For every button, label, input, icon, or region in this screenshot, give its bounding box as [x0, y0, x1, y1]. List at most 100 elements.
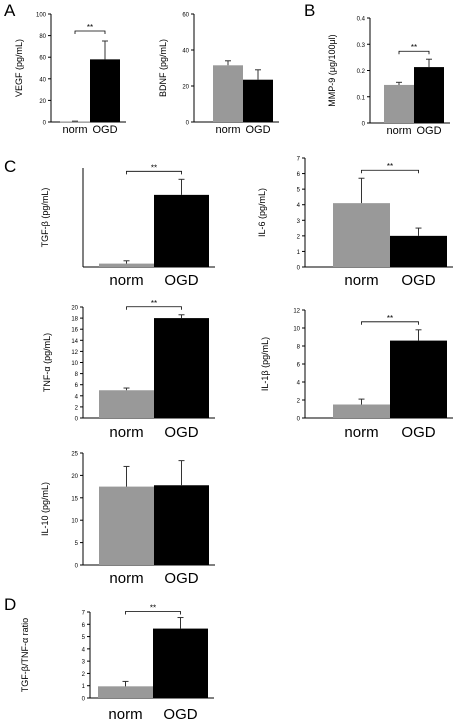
y-tick-label: 5	[75, 541, 79, 547]
category-label-norm: norm	[109, 424, 143, 441]
y-tick-label: 0.4	[357, 17, 366, 23]
y-tick-label: 6	[75, 383, 79, 389]
y-tick-label: 0.2	[357, 69, 366, 75]
bar-ogd	[90, 59, 120, 122]
bar-ogd	[414, 67, 444, 123]
y-tick-label: 5	[297, 188, 301, 194]
panel-letter-c: C	[4, 157, 16, 176]
panel-letter-a: A	[4, 1, 16, 20]
category-label-norm: norm	[109, 272, 143, 289]
y-tick-label: 0	[362, 122, 366, 128]
y-tick-label: 4	[75, 394, 79, 400]
y-tick-label: 12	[293, 309, 300, 315]
y-tick-label: 20	[71, 474, 78, 480]
y-tick-label: 0	[297, 266, 301, 272]
y-tick-label: 8	[75, 372, 79, 378]
category-label-ogd: OGD	[164, 424, 198, 441]
bar-ogd	[243, 79, 273, 122]
y-tick-label: 0.3	[357, 43, 366, 49]
category-label-ogd: OGD	[401, 424, 435, 441]
significance-bracket	[126, 306, 182, 310]
y-tick-label: 10	[71, 361, 78, 367]
significance-marker: **	[387, 314, 393, 323]
y-tick-label: 18	[71, 317, 78, 323]
y-tick-label: 6	[297, 363, 301, 369]
y-tick-label: 8	[297, 345, 301, 351]
y-tick-label: 12	[71, 350, 78, 356]
category-label-ogd: OGD	[416, 125, 441, 137]
significance-bracket	[126, 170, 182, 175]
y-axis-label: TGF-β/TNF-α ratio	[20, 618, 30, 692]
category-label-ogd: OGD	[164, 272, 198, 289]
y-tick-label: 100	[36, 13, 47, 19]
y-tick-label: 0	[186, 121, 190, 127]
y-tick-label: 4	[297, 381, 301, 387]
category-label-norm: norm	[344, 424, 378, 441]
chart-il1b: 0 2 4 6 8 10 12 IL-1β (pg/mL) norm OGD **	[260, 309, 453, 441]
bar-norm	[333, 203, 390, 267]
significance-bracket	[74, 30, 106, 34]
significance-marker: **	[411, 43, 417, 52]
y-axis-label: IL-10 (pg/mL)	[40, 482, 50, 536]
y-axis-label: IL-1β (pg/mL)	[260, 337, 270, 391]
y-tick-label: 16	[71, 328, 78, 334]
bar-norm	[98, 686, 153, 698]
significance-bracket	[361, 321, 419, 325]
y-tick-label: 2	[75, 405, 79, 411]
y-tick-label: 3	[82, 660, 86, 666]
y-tick-label: 0	[43, 121, 47, 127]
significance-bracket	[398, 50, 430, 55]
y-axis-label: VEGF (pg/mL)	[14, 39, 24, 97]
y-tick-label: 10	[71, 519, 78, 525]
chart-il6: 0 1 2 3 4 5 6 7 IL-6 (pg/mL) norm OGD **	[257, 157, 453, 289]
category-label-norm: norm	[215, 124, 240, 136]
bar-norm	[333, 404, 390, 418]
y-tick-label: 20	[39, 99, 46, 105]
category-label-ogd: OGD	[163, 706, 197, 721]
category-label-norm: norm	[344, 272, 378, 289]
bar-norm	[99, 486, 154, 565]
y-tick-label: 6	[297, 172, 301, 178]
y-tick-label: 20	[71, 306, 78, 312]
y-tick-label: 0	[297, 417, 301, 423]
y-axis-label: TGF-β (pg/mL)	[40, 188, 50, 248]
chart-tgfb: TGF-β (pg/mL) norm OGD **	[40, 163, 215, 289]
y-tick-label: 2	[297, 399, 301, 405]
y-tick-label: 1	[297, 250, 301, 256]
chart-vegf: 0 20 40 60 80 100 VEGF (pg/mL) norm OGD **	[14, 13, 126, 136]
y-tick-label: 10	[293, 327, 300, 333]
y-tick-label: 6	[82, 623, 86, 629]
significance-marker: **	[151, 299, 157, 308]
y-tick-label: 7	[297, 157, 301, 163]
significance-bracket	[361, 169, 419, 174]
y-tick-label: 3	[297, 219, 301, 225]
y-tick-label: 2	[82, 672, 86, 678]
bar-norm	[60, 121, 90, 123]
y-tick-label: 1	[82, 684, 86, 690]
significance-bracket	[125, 611, 181, 615]
y-tick-label: 40	[39, 77, 46, 83]
significance-marker: **	[151, 163, 157, 172]
bar-norm	[99, 263, 154, 267]
category-label-norm: norm	[386, 125, 411, 137]
y-tick-label: 20	[182, 85, 189, 91]
y-tick-label: 0	[75, 417, 79, 423]
y-axis-label: TNF-α (pg/mL)	[42, 333, 52, 392]
category-label-ogd: OGD	[401, 272, 435, 289]
y-tick-label: 15	[71, 496, 78, 502]
y-tick-label: 2	[297, 234, 301, 240]
chart-ratio: 0 1 2 3 4 5 6 7 TGF-β/TNF-α ratio norm OGD **	[20, 604, 214, 721]
y-tick-label: 0	[82, 697, 86, 703]
y-tick-label: 80	[39, 34, 46, 40]
y-tick-label: 7	[82, 611, 86, 617]
y-tick-label: 25	[71, 452, 78, 458]
bar-ogd	[390, 235, 447, 267]
bar-ogd	[153, 628, 208, 698]
y-axis-label: MMP-9 (μg/100μl)	[327, 34, 337, 106]
chart-bdnf: 0 20 40 60 BDNF (pg/mL) norm OGD	[158, 13, 279, 136]
y-tick-label: 4	[297, 203, 301, 209]
bar-ogd	[154, 318, 209, 418]
y-axis-label: BDNF (pg/mL)	[158, 39, 168, 97]
